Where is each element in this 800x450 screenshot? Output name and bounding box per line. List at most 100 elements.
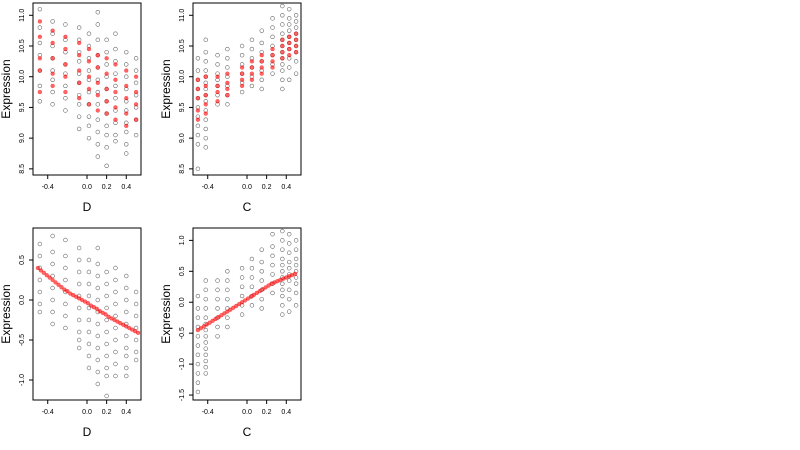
data-point (63, 237, 68, 243)
data-point (225, 287, 230, 293)
fitted-point (124, 83, 129, 89)
y-tick-label: 0.5 (179, 266, 186, 276)
data-point (63, 108, 68, 113)
data-point (203, 117, 208, 122)
fitted-point (109, 316, 114, 321)
data-point (50, 321, 55, 327)
fitted-point (287, 46, 292, 52)
fitted-point (63, 62, 68, 67)
data-point (195, 142, 201, 147)
data-point (50, 77, 55, 82)
data-point (259, 77, 264, 82)
fitted-point (204, 322, 209, 327)
fitted-point (50, 40, 55, 46)
y-tick-label: 9.5 (19, 102, 26, 112)
data-point (37, 301, 43, 307)
data-point (280, 269, 285, 274)
data-point (225, 278, 230, 283)
data-point (50, 19, 55, 24)
scatter-panel-1: -0.4 0.0 0.2 0.4 8.5 9.0 9.5 10.0 10.5 11.0 D Expre… (0, 2, 142, 214)
fitted-point (62, 287, 67, 292)
fitted-point (100, 310, 105, 315)
plot-frame (192, 2, 302, 176)
data-point (37, 309, 43, 315)
data-point (104, 62, 109, 67)
fitted-point (124, 68, 129, 73)
fitted-point (56, 282, 61, 287)
data-point (104, 163, 109, 168)
data-point (133, 289, 139, 295)
data-point (76, 25, 82, 30)
data-point (86, 135, 92, 141)
y-tick-label: 10.5 (179, 39, 186, 53)
fitted-point (65, 289, 70, 294)
data-point (37, 289, 43, 295)
data-point (104, 281, 109, 287)
fitted-point (225, 71, 230, 76)
y-axis-title: Expression (0, 59, 13, 118)
fitted-point (63, 74, 68, 79)
fitted-point (280, 49, 285, 55)
fitted-point (203, 74, 208, 79)
data-point (203, 296, 208, 302)
data-point (225, 324, 230, 330)
fitted-point (135, 330, 141, 335)
fitted-point (234, 303, 239, 309)
data-point (104, 123, 109, 129)
data-point (270, 231, 275, 237)
data-point (76, 317, 82, 323)
data-point (50, 261, 55, 267)
data-point (133, 132, 139, 138)
data-point (95, 117, 101, 122)
data-point (249, 266, 255, 271)
data-point (203, 68, 208, 73)
data-point (113, 83, 118, 89)
fitted-point (195, 108, 201, 113)
fitted-point (63, 34, 68, 39)
series-1 (37, 233, 139, 399)
data-point (95, 345, 101, 351)
data-point (287, 259, 292, 265)
scatter-panel-2: -0.4 0.0 0.2 0.4 8.5 9.0 9.5 10.0 10.5 11.0 C Expre… (159, 2, 302, 214)
data-point (124, 353, 129, 359)
fitted-point (82, 299, 88, 304)
data-point (215, 324, 220, 330)
data-point (259, 278, 264, 283)
fitted-point (37, 56, 43, 61)
x-tick-label: 0.2 (102, 409, 112, 416)
data-point (133, 56, 139, 61)
fitted-point (104, 111, 109, 116)
data-point (50, 249, 55, 255)
data-point (270, 34, 275, 39)
data-point (104, 269, 109, 275)
fitted-point (95, 53, 101, 58)
fitted-point (257, 288, 262, 294)
fitted-point (37, 34, 43, 39)
fitted-point (112, 317, 117, 323)
plot-frame (32, 227, 142, 401)
data-point (287, 77, 292, 82)
data-point (215, 296, 220, 302)
series-1 (195, 228, 299, 395)
fitted-point (287, 53, 292, 58)
data-point (195, 315, 201, 320)
data-point (113, 349, 118, 355)
data-point (76, 329, 82, 335)
data-point (287, 65, 292, 70)
fitted-point (50, 83, 55, 89)
data-point (293, 275, 299, 280)
data-point (280, 228, 285, 234)
y-tick-label: -1.5 (179, 389, 186, 401)
data-point (293, 247, 299, 252)
data-point (124, 333, 129, 339)
fitted-point (133, 74, 139, 79)
scatter-panel-4: -0.4 0.0 0.2 0.4 -1.5 -1.0 -0.5 0.0 0.5 1.0 C Expre… (159, 227, 302, 439)
data-point (280, 247, 285, 252)
data-point (63, 277, 68, 283)
fitted-point (76, 296, 82, 301)
data-point (249, 83, 255, 89)
series-2 (195, 31, 299, 122)
y-axis-title: Expression (159, 59, 173, 118)
data-point (104, 353, 109, 359)
data-point (280, 303, 285, 308)
